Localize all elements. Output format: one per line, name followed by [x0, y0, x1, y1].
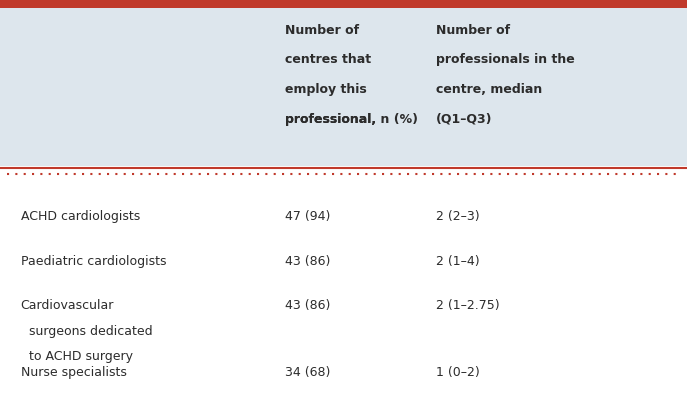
Bar: [0, 0, 687, 8]
Text: surgeons dedicated: surgeons dedicated: [21, 325, 153, 338]
Text: Cardiovascular: Cardiovascular: [21, 299, 114, 312]
Text: centres that: centres that: [285, 53, 371, 67]
Text: 34 (68): 34 (68): [285, 366, 330, 379]
Text: 43 (86): 43 (86): [285, 299, 330, 312]
Text: Nurse specialists: Nurse specialists: [21, 366, 126, 379]
Text: 43 (86): 43 (86): [285, 255, 330, 268]
Text: 47 (94): 47 (94): [285, 210, 330, 223]
Text: Paediatric cardiologists: Paediatric cardiologists: [21, 255, 166, 268]
Text: Number of: Number of: [436, 24, 510, 37]
Text: employ this: employ this: [285, 83, 367, 96]
Text: professional, n: professional, n: [285, 113, 390, 126]
Bar: [0, 8, 687, 166]
Text: 1 (0–2): 1 (0–2): [436, 366, 480, 379]
Text: 2 (2–3): 2 (2–3): [436, 210, 480, 223]
Text: ACHD cardiologists: ACHD cardiologists: [21, 210, 140, 223]
Text: centre, median: centre, median: [436, 83, 543, 96]
Text: professionals in the: professionals in the: [436, 53, 575, 67]
Text: (Q1–Q3): (Q1–Q3): [436, 113, 493, 126]
Text: 2 (1–2.75): 2 (1–2.75): [436, 299, 500, 312]
Text: 2 (1–4): 2 (1–4): [436, 255, 480, 268]
Text: Number of: Number of: [285, 24, 359, 37]
Text: professional, n (%): professional, n (%): [285, 113, 418, 126]
Text: to ACHD surgery: to ACHD surgery: [21, 350, 133, 364]
Text: professional,: professional,: [285, 113, 381, 126]
